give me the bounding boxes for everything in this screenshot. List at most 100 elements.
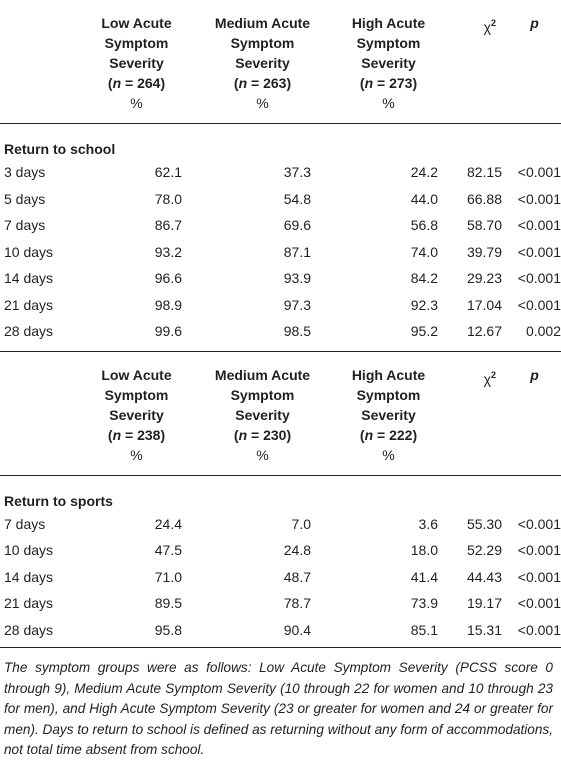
medium-severity-value: 24.8	[283, 542, 311, 559]
divider	[0, 474, 561, 476]
low-severity-value: 24.4	[154, 515, 182, 532]
table-row: 7 days 86.7 69.6 56.8 58.70 <0.001	[0, 212, 561, 239]
percent-label: %	[130, 446, 143, 463]
table-row: 21 days 98.9 97.3 92.3 17.04 <0.001	[0, 292, 561, 319]
p-value: 0.002	[525, 323, 561, 340]
row-label: 7 days	[4, 515, 46, 532]
table-row: 10 days 47.5 24.8 18.0 52.29 <0.001	[0, 537, 561, 564]
empty-header-cell	[0, 351, 75, 445]
low-severity-value: 98.9	[154, 296, 182, 313]
low-severity-value: 93.2	[154, 243, 182, 260]
low-severity-value: 86.7	[154, 217, 182, 234]
p-value: <0.001	[517, 243, 561, 260]
divider	[0, 123, 561, 124]
medium-severity-value: 78.7	[283, 595, 311, 612]
chi-square-value: 55.30	[466, 515, 502, 532]
chi-square-value: 44.43	[466, 568, 502, 585]
chi-square-value: 29.23	[466, 270, 502, 287]
empty-header-cell	[0, 445, 75, 475]
high-severity-header: High Acute Symptom Severity (n = 273)	[351, 15, 426, 91]
empty-header-cell	[0, 93, 75, 123]
low-severity-value: 71.0	[154, 568, 182, 585]
high-severity-value: 24.2	[410, 164, 438, 181]
low-severity-header: Low Acute Symptom Severity (n = 238)	[101, 366, 172, 443]
chi-square-value: 66.88	[466, 190, 502, 207]
low-severity-value: 47.5	[154, 542, 182, 559]
table-row: 7 days 24.4 7.0 3.6 55.30 <0.001	[0, 511, 561, 538]
divider	[0, 344, 561, 352]
row-label: 28 days	[4, 621, 54, 638]
table-row: 28 days 99.6 98.5 95.2 12.67 0.002	[0, 318, 561, 345]
p-value: <0.001	[517, 621, 561, 638]
sports-body: Return to sports	[0, 475, 561, 511]
row-label: 10 days	[4, 542, 54, 559]
low-severity-value: 99.6	[154, 323, 182, 340]
percent-label: %	[256, 95, 269, 111]
row-label: 5 days	[4, 190, 46, 207]
section-title-school: Return to school	[4, 141, 116, 157]
low-severity-value: 78.0	[154, 190, 182, 207]
p-value: <0.001	[517, 164, 561, 181]
low-severity-value: 89.5	[154, 595, 182, 612]
high-severity-header: High Acute Symptom Severity (n = 222)	[351, 366, 426, 443]
high-severity-value: 74.0	[410, 243, 438, 260]
table-row: 14 days 71.0 48.7 41.4 44.43 <0.001	[0, 564, 561, 591]
medium-severity-header: Medium Acute Symptom Severity (n = 263)	[214, 15, 311, 91]
chi-square-value: 39.79	[466, 243, 502, 260]
school-header: Low Acute Symptom Severity (n = 264) Med…	[0, 0, 561, 124]
low-severity-value: 95.8	[154, 621, 182, 638]
row-label: 14 days	[4, 270, 54, 287]
empty-header-cell	[508, 445, 561, 475]
high-severity-value: 85.1	[410, 621, 438, 638]
medium-severity-value: 69.6	[283, 217, 311, 234]
section-title-sports: Return to sports	[4, 492, 113, 509]
chi-square-header: χ2	[483, 18, 496, 35]
high-severity-value: 84.2	[410, 270, 438, 287]
results-table-container: Low Acute Symptom Severity (n = 264) Med…	[0, 0, 561, 757]
row-label: 21 days	[4, 595, 54, 612]
row-label: 3 days	[4, 164, 46, 181]
high-severity-value: 73.9	[410, 595, 438, 612]
chi-square-value: 19.17	[466, 595, 502, 612]
medium-severity-value: 90.4	[283, 621, 311, 638]
chi-square-value: 52.29	[466, 542, 502, 559]
medium-severity-value: 87.1	[283, 243, 311, 260]
divider	[0, 643, 561, 648]
high-severity-value: 95.2	[410, 323, 438, 340]
empty-header-cell	[450, 445, 508, 475]
p-value: <0.001	[517, 270, 561, 287]
low-severity-value: 62.1	[154, 164, 182, 181]
return-to-activity-table: Low Acute Symptom Severity (n = 264) Med…	[0, 0, 561, 648]
chi-square-value: 15.31	[466, 621, 502, 638]
p-value: <0.001	[517, 595, 561, 612]
medium-severity-value: 7.0	[291, 515, 311, 532]
high-severity-value: 3.6	[418, 515, 438, 532]
medium-severity-header: Medium Acute Symptom Severity (n = 230)	[214, 366, 311, 443]
empty-header-cell	[508, 93, 561, 123]
table-row: 28 days 95.8 90.4 85.1 15.31 <0.001	[0, 617, 561, 644]
table-row: 3 days 62.1 37.3 24.2 82.15 <0.001	[0, 159, 561, 186]
row-label: 7 days	[4, 217, 46, 234]
chi-square-value: 12.67	[466, 323, 502, 340]
empty-header-cell	[450, 93, 508, 123]
table-row: 5 days 78.0 54.8 44.0 66.88 <0.001	[0, 186, 561, 213]
p-value: <0.001	[517, 190, 561, 207]
chi-square-value: 82.15	[466, 164, 502, 181]
sports-header: Low Acute Symptom Severity (n = 238) Med…	[0, 351, 561, 476]
school-rows: 3 days 62.1 37.3 24.2 82.15 <0.001 5 days 78.0 5…	[0, 159, 561, 345]
table-footnote: The symptom groups were as follows: Low …	[4, 660, 553, 757]
high-severity-value: 56.8	[410, 217, 438, 234]
percent-label: %	[256, 446, 269, 463]
p-value: <0.001	[517, 296, 561, 313]
chi-square-value: 58.70	[466, 217, 502, 234]
medium-severity-value: 93.9	[283, 270, 311, 287]
medium-severity-value: 98.5	[283, 323, 311, 340]
medium-severity-value: 48.7	[283, 568, 311, 585]
low-severity-header: Low Acute Symptom Severity (n = 264)	[101, 15, 172, 91]
p-value: <0.001	[517, 217, 561, 234]
table-row: 10 days 93.2 87.1 74.0 39.79 <0.001	[0, 239, 561, 266]
percent-label: %	[382, 95, 395, 111]
medium-severity-value: 37.3	[283, 164, 311, 181]
medium-severity-value: 97.3	[283, 296, 311, 313]
row-label: 10 days	[4, 243, 54, 260]
